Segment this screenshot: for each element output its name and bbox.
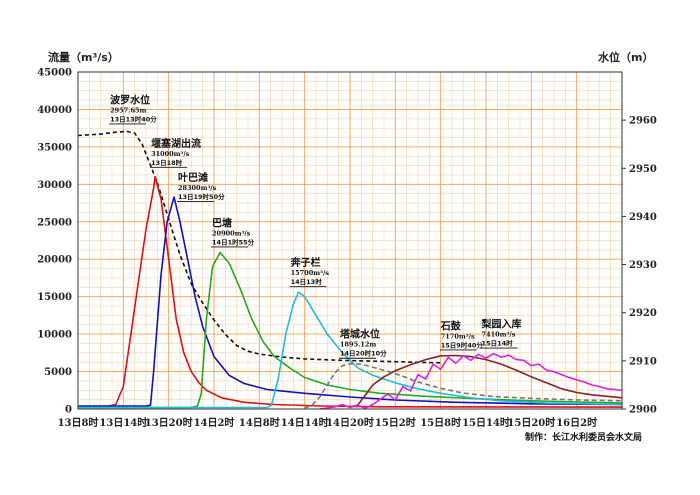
y-left-tick-label: 45000 xyxy=(37,68,72,79)
annotation-value: 31000m³/s xyxy=(151,150,190,158)
left-axis-title: 流量（m³/s） xyxy=(48,50,119,64)
annotation-name: 巴塘 xyxy=(212,216,232,229)
x-tick-label: 15日8时 xyxy=(420,416,461,429)
annotation-value: 28300m³/s xyxy=(178,184,217,192)
annotation-time: 14日1时55分 xyxy=(212,237,255,246)
x-tick-label: 14日2时 xyxy=(194,416,235,429)
x-tick-label: 13日8时 xyxy=(58,416,99,429)
annotation-time: 13日19时50分 xyxy=(178,192,225,201)
annotation-value: 1895.12m xyxy=(340,341,376,349)
annotation-value: 7170m³/s xyxy=(441,332,475,340)
y-left-tick-label: 35000 xyxy=(37,142,72,153)
x-tick-label: 15日14时 xyxy=(462,416,510,429)
annotation-time: 14日13时 xyxy=(291,277,323,286)
axes: 0 5000 10000 15000 20000 25000 30000 35000 40000… xyxy=(37,68,657,430)
y-right-tick-label: 2920 xyxy=(629,308,657,319)
series-line-benzilan xyxy=(78,291,623,409)
annotation-time: 15日9时40分 xyxy=(441,340,484,349)
x-tick-label: 14日20时 xyxy=(326,416,374,429)
series-line-yansai xyxy=(77,176,623,408)
y-left-tick-label: 40000 xyxy=(37,105,72,116)
series-line-batang xyxy=(78,251,623,409)
x-tick-label: 16日2时 xyxy=(556,416,597,429)
y-left-tick-label: 15000 xyxy=(37,292,72,303)
annotation-name: 石鼓 xyxy=(440,319,462,332)
y-right-tick-label: 2900 xyxy=(629,405,657,416)
annotation-value: 15700m³/s xyxy=(291,269,330,277)
annotation-name: 奔子栏 xyxy=(290,256,321,269)
series-layer xyxy=(77,130,623,410)
annotation-name: 堰塞湖出流 xyxy=(151,137,201,150)
y-left-tick-label: 5000 xyxy=(44,367,72,378)
x-tick-label: 13日20时 xyxy=(145,416,193,429)
x-tick-label: 14日14时 xyxy=(281,416,329,429)
plot-frame xyxy=(77,71,623,410)
right-axis-title: 水位（m） xyxy=(598,50,653,64)
annotations: 波罗水位2957.65m13日13时40分堰塞湖出流31000m³/s13日18… xyxy=(109,93,522,359)
x-tick-label: 15日20时 xyxy=(507,416,555,429)
annotation-time: 14日20时10分 xyxy=(340,349,387,358)
annotation-name: 波罗水位 xyxy=(110,93,150,106)
annotation-name: 叶巴滩 xyxy=(178,171,208,184)
x-tick-label: 15日2时 xyxy=(375,416,416,429)
x-tick-label: 14日8时 xyxy=(239,416,280,429)
grid xyxy=(77,71,623,410)
series-line-liyuan xyxy=(319,352,623,410)
annotation-time: 15日14时 xyxy=(482,339,514,348)
series-line-shigu xyxy=(349,354,623,408)
annotation-value: 20900m³/s xyxy=(212,229,251,237)
y-left-tick-label: 30000 xyxy=(37,180,72,191)
y-right-tick-label: 2950 xyxy=(629,164,657,175)
series-line-tacheng xyxy=(304,362,623,409)
series-line-bolo xyxy=(77,130,441,364)
y-left-tick-label: 10000 xyxy=(37,330,72,341)
x-tick-label: 13日14时 xyxy=(99,416,147,429)
annotation-name: 塔城水位 xyxy=(340,328,380,341)
y-right-tick-label: 2930 xyxy=(629,260,657,271)
y-right-tick-label: 2940 xyxy=(629,212,657,223)
annotation-value: 7410m³/s xyxy=(482,331,516,339)
annotation-name: 梨园入库 xyxy=(481,318,522,331)
y-left-tick-label: 25000 xyxy=(37,217,72,228)
annotation-time: 13日13时40分 xyxy=(110,114,157,123)
credit-label: 制作：长江水利委员会水文局 xyxy=(525,431,642,443)
annotation-time: 13日18时 xyxy=(151,158,183,167)
y-right-tick-label: 2960 xyxy=(629,116,657,127)
y-right-tick-label: 2910 xyxy=(629,356,657,367)
y-left-tick-label: 20000 xyxy=(37,255,72,266)
annotation-value: 2957.65m xyxy=(110,106,146,114)
y-left-tick-label: 0 xyxy=(65,405,72,416)
